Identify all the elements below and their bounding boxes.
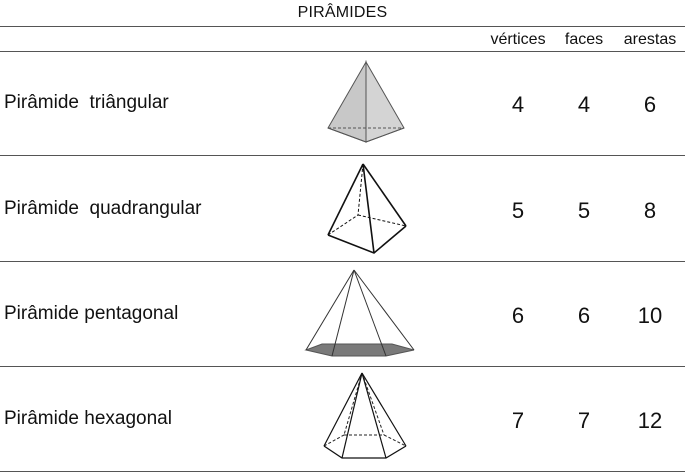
arestas-value: 8 [643, 198, 657, 223]
row-name: Pirâmide quadrangular [4, 198, 202, 219]
header-vertices: vértices [490, 31, 546, 48]
vertices-value: 6 [511, 303, 525, 328]
faces-value: 6 [577, 303, 591, 328]
row-name: Pirâmide hexagonal [4, 408, 172, 429]
header-faces: faces [564, 31, 604, 48]
faces-value: 7 [577, 408, 591, 433]
table-row: Pirâmide pentagonal 6 6 10 [0, 262, 685, 365]
row-name: Pirâmide pentagonal [4, 303, 179, 324]
row-name: Pirâmide triângular [4, 92, 169, 113]
header-arestas: arestas [623, 31, 677, 48]
vertices-value: 7 [511, 408, 525, 433]
table-row: Pirâmide triângular 4 4 6 [0, 52, 685, 155]
hexagonal-pyramid-figure [323, 372, 407, 459]
triangular-pyramid-figure [327, 60, 405, 143]
square-pyramid-figure [327, 163, 407, 254]
arestas-value: 6 [643, 92, 657, 117]
faces-value: 4 [577, 92, 591, 117]
pentagonal-pyramid-figure [304, 269, 415, 357]
rule-header [0, 51, 685, 52]
row-divider [0, 261, 685, 262]
rule-top [0, 26, 685, 27]
table-row: Pirâmide quadrangular 5 5 8 [0, 156, 685, 260]
arestas-value: 12 [637, 408, 663, 433]
arestas-value: 10 [637, 303, 663, 328]
row-divider [0, 155, 685, 156]
vertices-value: 5 [511, 198, 525, 223]
table-title: PIRÂMIDES [297, 4, 388, 21]
rule-bottom [0, 471, 685, 472]
faces-value: 5 [577, 198, 591, 223]
row-divider [0, 366, 685, 367]
table-row: Pirâmide hexagonal 7 7 12 [0, 367, 685, 471]
vertices-value: 4 [511, 92, 525, 117]
